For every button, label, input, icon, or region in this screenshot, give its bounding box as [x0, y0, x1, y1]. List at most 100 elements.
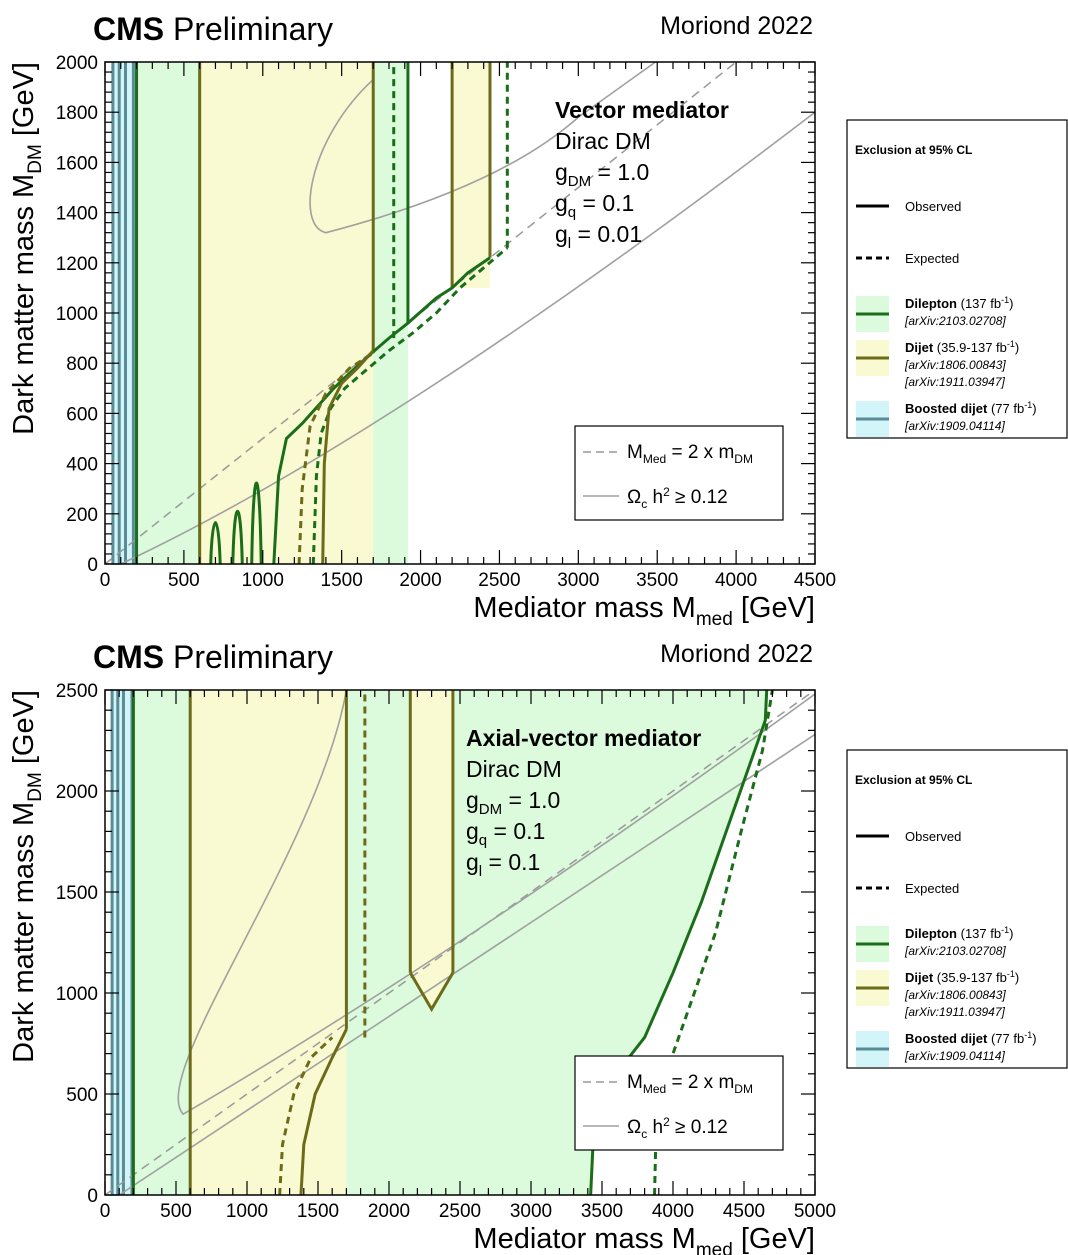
- y-tick-label: 2000: [56, 53, 98, 74]
- dilepton-peak: [250, 481, 263, 564]
- x-tick-label: 1500: [321, 570, 363, 591]
- dijet-legend-label-part: ): [1015, 340, 1019, 355]
- legend-observed: Observed: [905, 829, 961, 844]
- dilepton-ref: [arXiv:2103.02708]: [904, 314, 1006, 328]
- dijet-fill: [190, 690, 347, 1195]
- coupling-gl-part: g: [555, 221, 568, 247]
- y-axis-label-part: [8, 136, 40, 144]
- x-tick-label: 2500: [439, 1201, 481, 1222]
- relic-legend-label-part: ≥ 0.12: [670, 1117, 728, 1138]
- boosted-legend-label: Boosted dijet (77 fb-1): [905, 400, 1037, 416]
- dijet-legend-label: Dijet (35.9-137 fb-1): [905, 339, 1019, 355]
- boosted-legend-label: Boosted dijet (77 fb-1): [905, 1030, 1037, 1046]
- cms-header-part: Preliminary: [164, 639, 333, 675]
- diag-legend-label-part: M: [627, 1072, 643, 1093]
- diagonal-line: [105, 690, 815, 1195]
- dijet-ref: [arXiv:1911.03947]: [904, 375, 1006, 389]
- relic-legend-label-part: ≥ 0.12: [670, 487, 728, 508]
- dijet-legend-label-part: Dijet: [905, 970, 934, 985]
- coupling-gl-part: l: [568, 235, 571, 252]
- coupling-gq-part: = 0.1: [487, 818, 545, 844]
- relic-legend-label: Ωc h2 ≥ 0.12: [627, 485, 728, 511]
- diag-legend-label: MMed = 2 x mDM: [627, 442, 753, 466]
- dilepton-peak: [209, 521, 222, 564]
- y-tick-label: 1500: [56, 883, 98, 904]
- x-tick-label: 1000: [242, 570, 284, 591]
- y-tick-label: 1400: [56, 204, 98, 225]
- dijet-legend-label: Dijet (35.9-137 fb-1): [905, 969, 1019, 985]
- model-title: Axial-vector mediator: [466, 725, 701, 751]
- dijet-ref: [arXiv:1806.00843]: [904, 988, 1006, 1002]
- x-axis-label-part: [733, 1223, 741, 1255]
- legend-title: Exclusion at 95% CL: [855, 773, 972, 787]
- diag-legend-label-part: DM: [734, 452, 753, 466]
- x-tick-label: 2500: [478, 570, 520, 591]
- boosted-ref: [arXiv:1909.04114]: [904, 1049, 1006, 1063]
- coupling-gdm-part: DM: [479, 801, 502, 818]
- y-tick-label: 600: [66, 404, 98, 425]
- x-axis-label-part: Mediator mass M: [473, 592, 695, 624]
- x-tick-label: 2000: [368, 1201, 410, 1222]
- y-tick-label: 1000: [56, 984, 98, 1005]
- coupling-gq-part: q: [479, 832, 487, 849]
- y-tick-label: 0: [87, 555, 98, 576]
- y-tick-label: 0: [87, 1186, 98, 1207]
- diag-legend-label-part: M: [627, 442, 643, 463]
- dilepton-fill: [133, 690, 191, 1195]
- relic-curve: [177, 690, 815, 1116]
- dijet-legend-label-part: (35.9-137 fb: [933, 970, 1007, 985]
- relic-legend-label-part: Ω: [627, 487, 641, 508]
- cms-header-part: CMS: [93, 11, 164, 47]
- dilepton-fill: [136, 62, 200, 564]
- series-line: [653, 690, 774, 1195]
- coupling-gdm: gDM = 1.0: [555, 159, 649, 190]
- coupling-gl-part: l: [479, 863, 482, 880]
- x-tick-label: 500: [160, 1201, 192, 1222]
- x-tick-label: 3500: [581, 1201, 623, 1222]
- x-axis-label-part: [GeV]: [741, 1223, 815, 1255]
- series-line: [297, 351, 375, 564]
- dijet-fill: [410, 690, 453, 1010]
- dm-type: Dirac DM: [555, 128, 651, 154]
- dm-type: Dirac DM: [466, 756, 562, 782]
- series-line: [311, 246, 509, 564]
- diag-legend-label-part: = 2 x m: [666, 442, 734, 463]
- cms-header: CMS Preliminary: [93, 639, 333, 675]
- coupling-gl-part: g: [466, 849, 479, 875]
- coupling-gq-part: g: [466, 818, 479, 844]
- coupling-gdm: gDM = 1.0: [466, 787, 560, 818]
- dilepton-legend-label-part: -1: [1001, 925, 1009, 935]
- y-tick-label: 1000: [56, 304, 98, 325]
- coupling-gdm-part: g: [466, 787, 479, 813]
- cms-header-part: Preliminary: [164, 11, 333, 47]
- dilepton-legend-label-part: Dilepton: [905, 296, 957, 311]
- diag-legend-label-part: = 2 x m: [666, 1072, 734, 1093]
- vector-mediator-plot: 0 500 1000 1500 2000 2500 3000 3500 4000 4500 0 200…: [8, 11, 836, 630]
- cms-header-part: CMS: [93, 639, 164, 675]
- coupling-gq-part: q: [568, 204, 576, 221]
- dilepton-legend-label-part: ): [1009, 296, 1013, 311]
- coupling-gdm-part: = 1.0: [502, 787, 560, 813]
- y-axis-label-part: [GeV]: [8, 690, 40, 764]
- relic-legend-label-part: 2: [663, 1115, 670, 1129]
- y-axis-label-part: DM: [25, 144, 46, 174]
- legend-observed: Observed: [905, 199, 961, 214]
- x-axis-label-part: Mediator mass M: [473, 1223, 695, 1255]
- boosted-ref: [arXiv:1909.04114]: [904, 419, 1006, 433]
- relic-curve: [118, 733, 815, 1195]
- x-tick-label: 4000: [652, 1201, 694, 1222]
- legend-box: [846, 119, 1068, 439]
- axial-vector-mediator-plot: 0 500 1000 1500 2000 2500 3000 3500 4000 4500 5000…: [8, 639, 836, 1255]
- legend-expected: Expected: [905, 251, 959, 266]
- exclusion-legend-top: Exclusion at 95% CL Observed Expected Dilep…: [846, 119, 1068, 439]
- dijet-notch: [409, 972, 455, 1013]
- diag-legend-label: MMed = 2 x mDM: [627, 1072, 753, 1096]
- x-axis-label-part: [733, 592, 741, 624]
- dijet-legend-label-part: Dijet: [905, 340, 934, 355]
- campaign-label: Moriond 2022: [660, 640, 813, 668]
- y-tick-label: 1200: [56, 254, 98, 275]
- dijet-legend-label-part: ): [1015, 970, 1019, 985]
- boosted-legend-label-part: -1: [1024, 1030, 1032, 1040]
- coupling-gl: gl = 0.01: [555, 221, 642, 252]
- x-axis-label: Mediator mass Mmed [GeV]: [473, 1223, 815, 1255]
